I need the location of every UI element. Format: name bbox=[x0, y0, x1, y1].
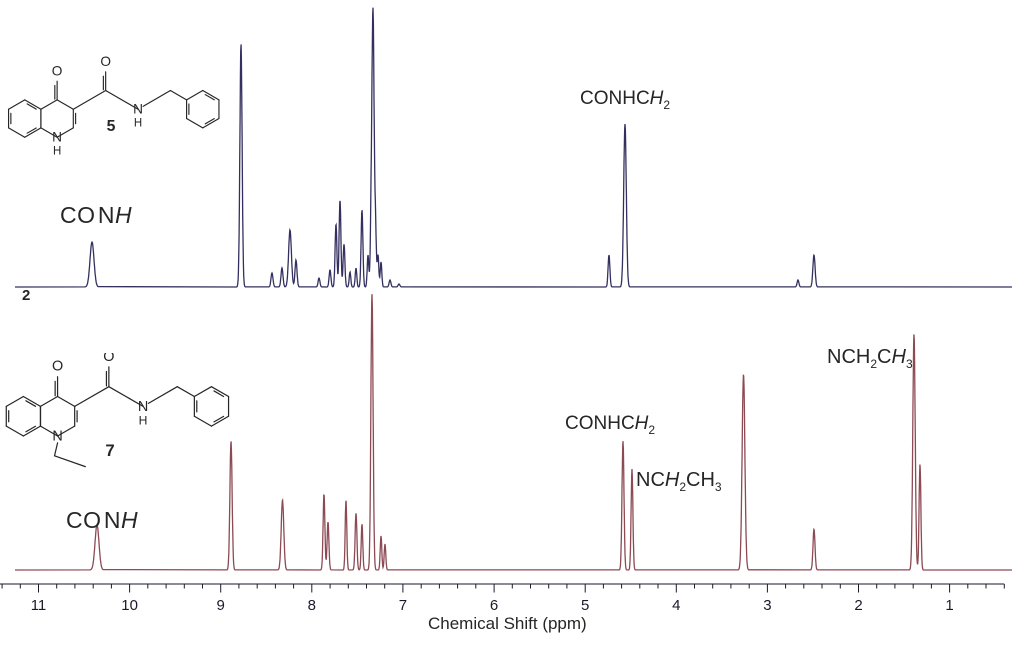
svg-text:6: 6 bbox=[490, 597, 498, 614]
svg-text:1: 1 bbox=[945, 597, 953, 614]
svg-text:7: 7 bbox=[399, 597, 407, 614]
svg-text:8: 8 bbox=[308, 597, 316, 614]
svg-text:4: 4 bbox=[672, 597, 680, 614]
svg-text:2: 2 bbox=[854, 597, 862, 614]
svg-text:11: 11 bbox=[31, 597, 47, 614]
svg-text:5: 5 bbox=[581, 597, 589, 614]
svg-text:10: 10 bbox=[121, 597, 138, 614]
svg-text:9: 9 bbox=[217, 597, 225, 614]
svg-text:3: 3 bbox=[763, 597, 771, 614]
